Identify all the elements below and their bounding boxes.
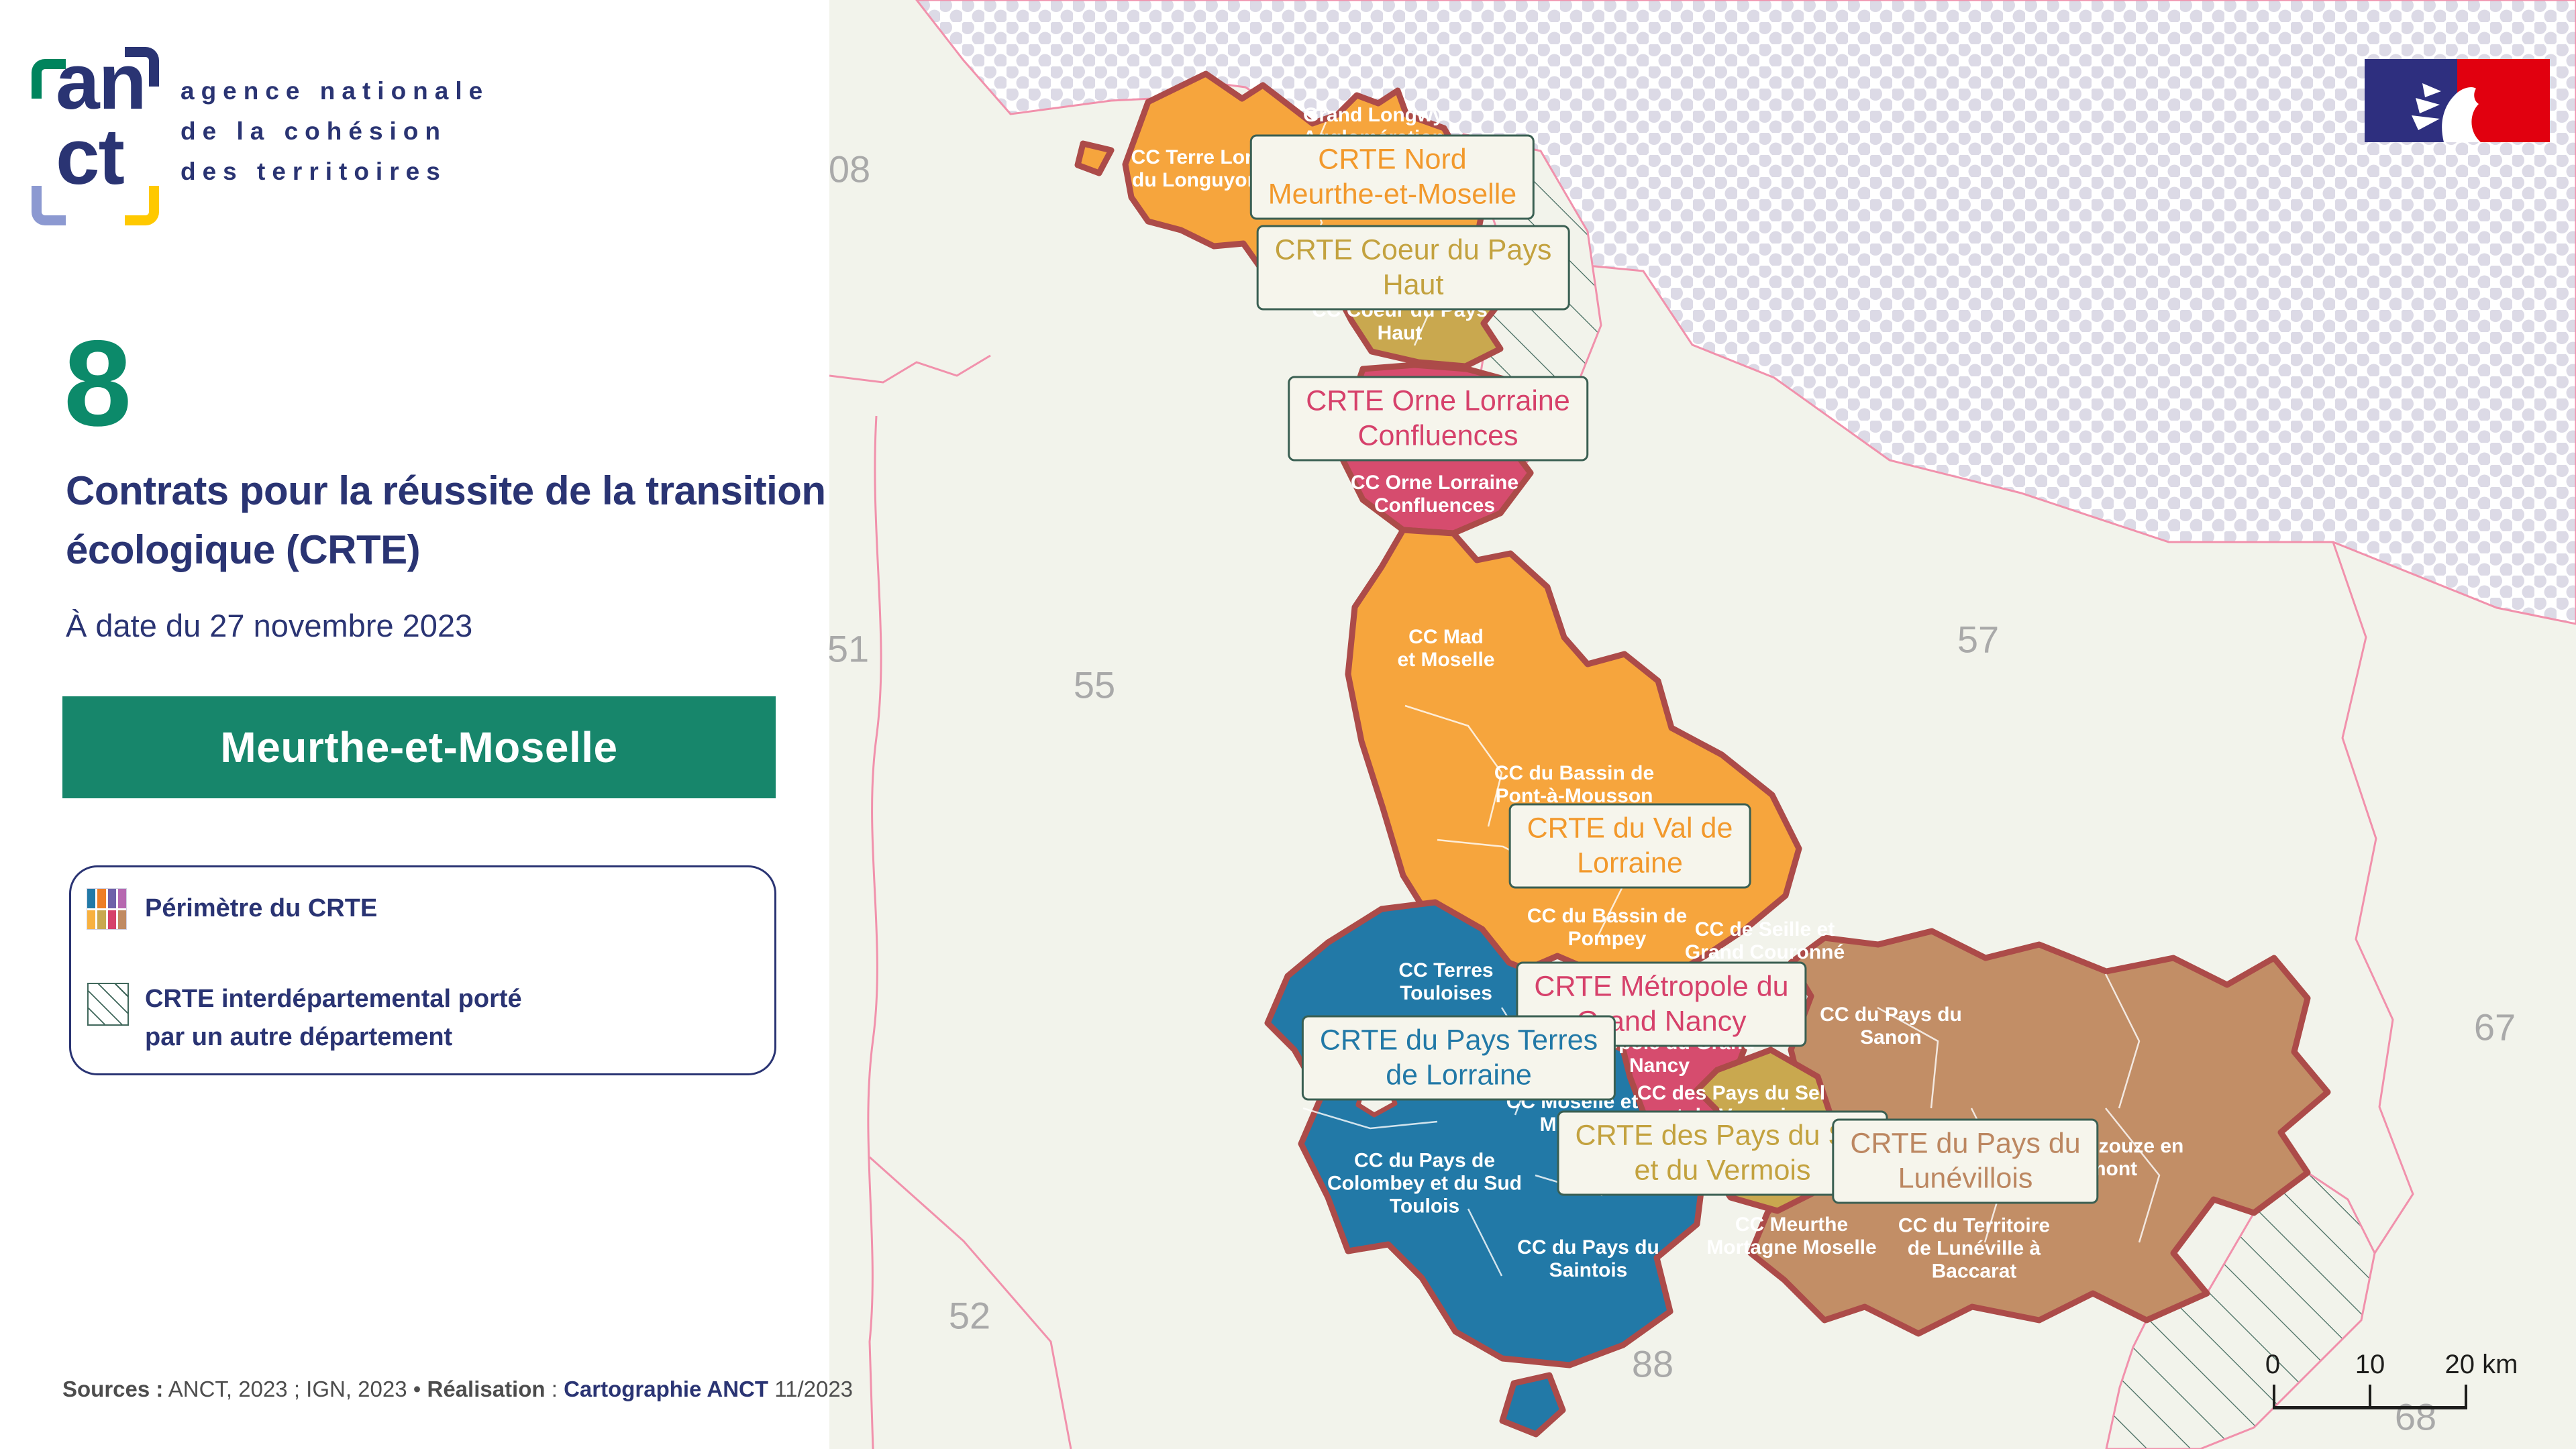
crte-label-box: CRTE Nord Meurthe-et-Moselle xyxy=(1249,134,1535,220)
anct-logo: an ct agence nationale de la cohésion des… xyxy=(32,38,490,225)
legend-swatch-cell xyxy=(107,889,116,908)
crte-label-box: CRTE du Pays Terres de Lorraine xyxy=(1301,1015,1616,1101)
crte-label-box: CRTE Orne Lorraine Confluences xyxy=(1288,376,1588,462)
map-area-label: CC Orne Lorraine Confluences xyxy=(1350,471,1519,517)
legend-swatch-cell xyxy=(97,889,106,908)
page-title: Contrats pour la réussite de la transiti… xyxy=(66,468,826,573)
map-area-label: CC du Bassin de Pompey xyxy=(1527,904,1688,950)
map: Grand Longwy AgglomérationCC Terre Lorra… xyxy=(827,0,2576,1449)
department-number: 88 xyxy=(1631,1342,1674,1385)
credit: Cartographie ANCT xyxy=(564,1377,769,1401)
sources-line: Sources : ANCT, 2023 ; IGN, 2023 • Réali… xyxy=(62,1377,854,1401)
department-number: 68 xyxy=(2394,1395,2437,1438)
region-terres-lorraine-exclave xyxy=(1499,1372,1566,1438)
logo-corner-green xyxy=(32,59,66,99)
map-area-label: CC du Pays de Colombey et du Sud Toulois xyxy=(1327,1149,1523,1218)
scale-label: 10 xyxy=(2355,1350,2385,1379)
realisation-label: Réalisation xyxy=(427,1377,546,1401)
legend-swatch-cell xyxy=(87,910,96,929)
logo-corner-lavender xyxy=(32,186,66,225)
legend-swatch-cell xyxy=(117,910,126,929)
sources-label: Sources : xyxy=(62,1377,164,1401)
scale-tick-20 xyxy=(2465,1385,2467,1406)
french-republic-logo xyxy=(2365,59,2550,142)
logo-text: an ct xyxy=(56,38,147,202)
scale-label: 0 xyxy=(2265,1350,2281,1379)
legend-swatch-perimetre xyxy=(87,888,127,930)
map-area-label: CC de Seille et Grand Couronné xyxy=(1684,918,1845,963)
map-area-label: CC Mad et Moselle xyxy=(1397,625,1495,671)
map-area-label: CC du Pays du Saintois xyxy=(1517,1236,1659,1281)
logo-corner-navy xyxy=(125,47,159,87)
left-panel: an ct agence nationale de la cohésion des… xyxy=(0,0,853,1449)
crte-count: 8 xyxy=(64,315,132,451)
legend-swatch-cell xyxy=(117,889,126,908)
marianne-silhouette xyxy=(2412,83,2481,142)
legend-swatch-interdepartemental xyxy=(87,983,129,1026)
department-number: 55 xyxy=(1073,663,1116,706)
anct-logo-mark: an ct xyxy=(32,38,159,225)
map-area-label: CC du Territoire de Lunéville à Baccarat xyxy=(1898,1214,2051,1283)
crte-label-box: CRTE du Val de Lorraine xyxy=(1508,803,1751,889)
region-nord-exclave xyxy=(1074,140,1115,176)
department-borders-pink xyxy=(829,354,2414,1449)
legend-swatch-cell xyxy=(87,889,96,908)
department-number: 57 xyxy=(1957,618,2000,661)
department-number: 67 xyxy=(2473,1006,2516,1049)
scale-tick-10 xyxy=(2369,1385,2371,1406)
department-number: 52 xyxy=(948,1294,991,1337)
legend-label-interdepartemental: CRTE interdépartemental porté par un aut… xyxy=(145,985,522,1051)
legend-label-perimetre: Périmètre du CRTE xyxy=(145,894,378,922)
map-area-label: CC Terres Touloises xyxy=(1398,959,1494,1004)
scale-label: 20 km xyxy=(2444,1350,2518,1379)
legend: Périmètre du CRTE CRTE interdépartementa… xyxy=(69,865,776,1075)
map-area-label: CC Meurthe Mortagne Moselle xyxy=(1706,1213,1877,1258)
department-number: 08 xyxy=(828,148,871,191)
logo-corner-yellow xyxy=(125,186,159,225)
crte-label-box: CRTE Coeur du Pays Haut xyxy=(1256,225,1570,311)
department-banner: Meurthe-et-Moselle xyxy=(62,696,776,798)
map-area-label: CC du Bassin de Pont-à-Mousson xyxy=(1494,761,1655,807)
map-area-label: CC du Pays du Sanon xyxy=(1820,1003,1962,1049)
date-line: À date du 27 novembre 2023 xyxy=(66,608,473,643)
legend-swatch-cell xyxy=(97,910,106,929)
agency-name: agence nationale de la cohésion des terr… xyxy=(181,77,490,185)
crte-label-box: CRTE du Pays du Lunévillois xyxy=(1832,1118,2099,1204)
department-number: 51 xyxy=(827,627,870,670)
legend-swatch-cell xyxy=(107,910,116,929)
flag-blue xyxy=(2365,59,2457,142)
scale-tick-0 xyxy=(2273,1385,2275,1406)
map-svg xyxy=(829,0,2576,1449)
scale-bar xyxy=(2273,1381,2467,1409)
